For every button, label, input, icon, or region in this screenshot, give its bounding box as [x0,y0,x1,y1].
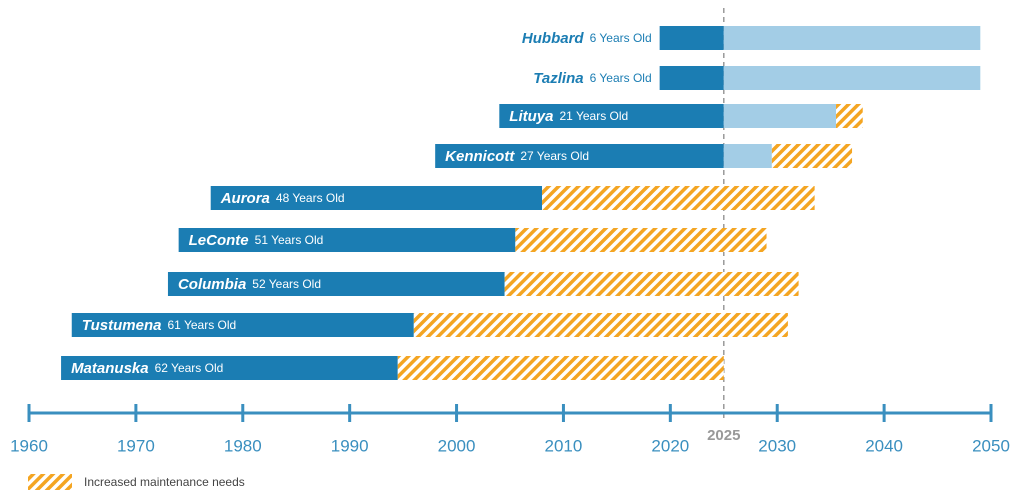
ship-name: Kennicott [445,148,515,165]
ship-name: Matanuska [71,360,149,377]
ship-name: Aurora [220,190,270,207]
reference-label: 2025 [707,427,740,444]
life-bar [723,104,837,128]
service-bar [178,228,516,252]
row-label: Columbia 52 Years Old [178,276,321,293]
x-tick-label: 2020 [651,436,689,455]
ship-name: Hubbard [522,30,585,47]
service-bar [167,272,505,296]
maintenance-bar [515,228,767,252]
ship-age: 21 Years Old [559,109,628,123]
x-tick-label: 2050 [972,436,1010,455]
maintenance-bar [542,186,815,210]
x-tick-label: 1990 [331,436,369,455]
legend-label: Increased maintenance needs [84,475,245,489]
x-tick-label: 2030 [758,436,796,455]
maintenance-bar [397,356,724,380]
service-bar [659,26,724,50]
service-bar [210,186,543,210]
x-tick-label: 2000 [438,436,476,455]
row-label: Matanuska 62 Years Old [71,360,223,377]
ship-age: 6 Years Old [590,71,652,85]
ship-age: 51 Years Old [255,233,324,247]
ship-name: LeConte [189,232,249,249]
row-label: LeConte 51 Years Old [189,232,324,249]
service-bar [71,313,414,337]
service-bar [435,144,724,168]
legend-swatch [28,474,72,490]
ship-age: 61 Years Old [168,318,237,332]
x-tick-label: 1970 [117,436,155,455]
maintenance-bar [836,104,863,128]
row-label: Lituya 21 Years Old [509,108,628,125]
life-bar [723,26,981,50]
x-tick-label: 1980 [224,436,262,455]
x-tick-label: 2010 [545,436,583,455]
service-bar [659,66,724,90]
maintenance-bar [413,313,788,337]
ship-name: Columbia [178,276,246,293]
life-bar [723,144,772,168]
row-label: Aurora 48 Years Old [220,190,345,207]
row-label: Tazlina 6 Years Old [533,70,651,87]
life-bar [723,66,981,90]
row-label: Kennicott 27 Years Old [445,148,589,165]
ship-age: 62 Years Old [155,361,224,375]
ship-name: Tazlina [533,70,583,87]
ship-name: Tustumena [82,317,162,334]
row-label: Hubbard 6 Years Old [522,30,652,47]
ship-name: Lituya [509,108,553,125]
x-tick-label: 1960 [10,436,48,455]
maintenance-bar [771,144,853,168]
ship-age: 48 Years Old [276,191,345,205]
service-bar [61,356,398,380]
row-label: Tustumena 61 Years Old [82,317,236,334]
ship-age: 52 Years Old [252,277,321,291]
x-tick-label: 2040 [865,436,903,455]
ship-age: 6 Years Old [590,31,652,45]
ship-age: 27 Years Old [520,149,589,163]
service-bar [499,104,724,128]
maintenance-bar [504,272,799,296]
